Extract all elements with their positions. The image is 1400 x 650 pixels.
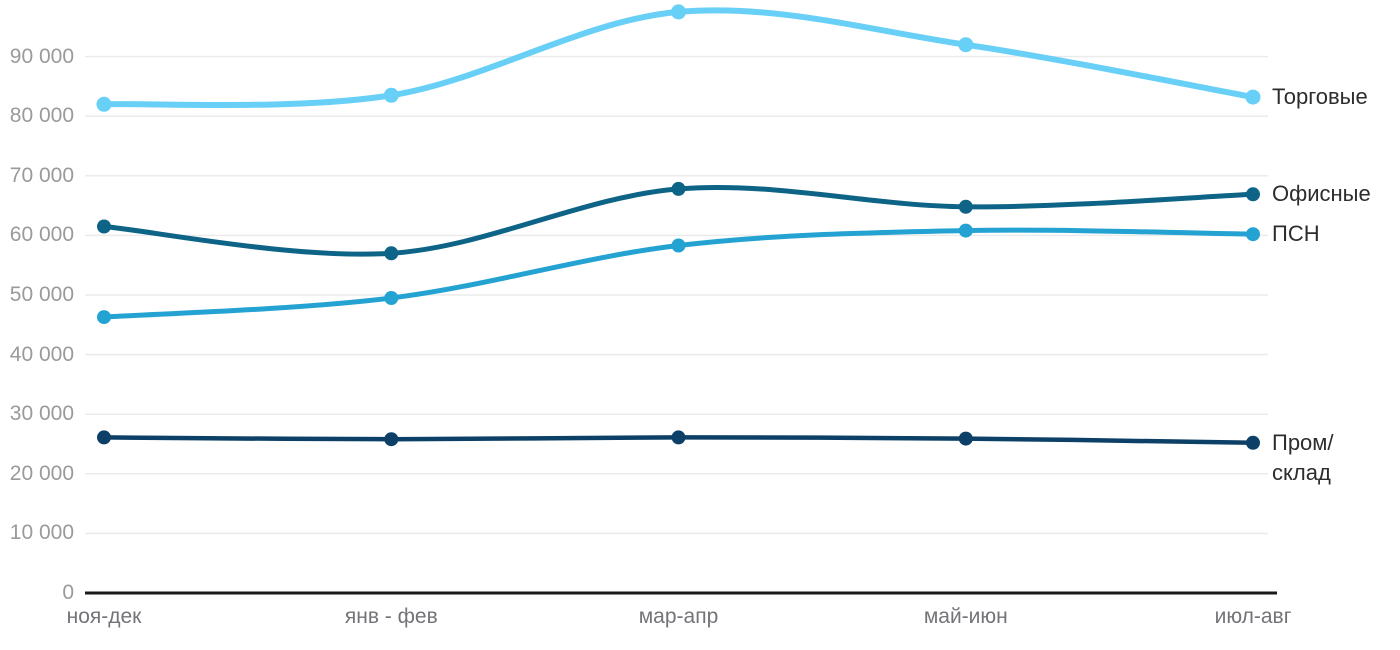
data-point bbox=[96, 96, 112, 112]
data-point bbox=[958, 431, 973, 446]
y-tick-label: 40 000 bbox=[9, 342, 74, 366]
x-tick-label: июл-авг bbox=[1214, 605, 1292, 628]
data-point bbox=[958, 199, 973, 214]
x-tick-label: май-июн bbox=[923, 605, 1008, 628]
legend-label-0: Торговые bbox=[1272, 84, 1368, 110]
data-point bbox=[383, 87, 399, 103]
y-tick-label: 70 000 bbox=[9, 163, 74, 187]
y-tick-label: 20 000 bbox=[9, 461, 74, 485]
x-tick-label: ноя-дек bbox=[66, 605, 142, 628]
series-3 bbox=[97, 430, 1260, 450]
data-point bbox=[958, 37, 974, 53]
data-point bbox=[1246, 227, 1260, 242]
legend-label-3: Пром/ склад bbox=[1272, 429, 1334, 485]
y-tick-label: 80 000 bbox=[9, 104, 74, 128]
data-point bbox=[1245, 89, 1261, 105]
series-line bbox=[101, 7, 1256, 109]
data-point bbox=[97, 430, 111, 445]
series-2 bbox=[97, 223, 1260, 325]
data-point bbox=[97, 219, 111, 234]
y-tick-label: 30 000 bbox=[9, 402, 74, 426]
y-tick-label: 60 000 bbox=[9, 223, 74, 247]
x-tick-label: янв - фев bbox=[344, 605, 438, 628]
data-point bbox=[1246, 187, 1260, 202]
data-point bbox=[958, 223, 973, 238]
y-tick-label: 90 000 bbox=[9, 44, 74, 68]
data-point bbox=[671, 4, 686, 20]
data-point bbox=[671, 430, 686, 445]
y-tick-label: 10 000 bbox=[9, 521, 74, 545]
data-point bbox=[671, 181, 686, 196]
data-point bbox=[384, 432, 399, 447]
x-tick-label: мар-апр bbox=[638, 605, 719, 628]
y-tick-label: 50 000 bbox=[9, 283, 74, 306]
data-point bbox=[384, 246, 399, 261]
data-point bbox=[671, 238, 686, 253]
data-point bbox=[97, 310, 111, 325]
y-tick-label: 0 bbox=[62, 581, 74, 604]
series-1 bbox=[97, 181, 1260, 261]
data-point bbox=[384, 291, 399, 305]
series-0 bbox=[96, 4, 1261, 112]
legend-label-2: ПСН bbox=[1272, 221, 1320, 247]
data-point bbox=[1246, 435, 1260, 450]
legend-label-1: Офисные bbox=[1272, 181, 1371, 207]
